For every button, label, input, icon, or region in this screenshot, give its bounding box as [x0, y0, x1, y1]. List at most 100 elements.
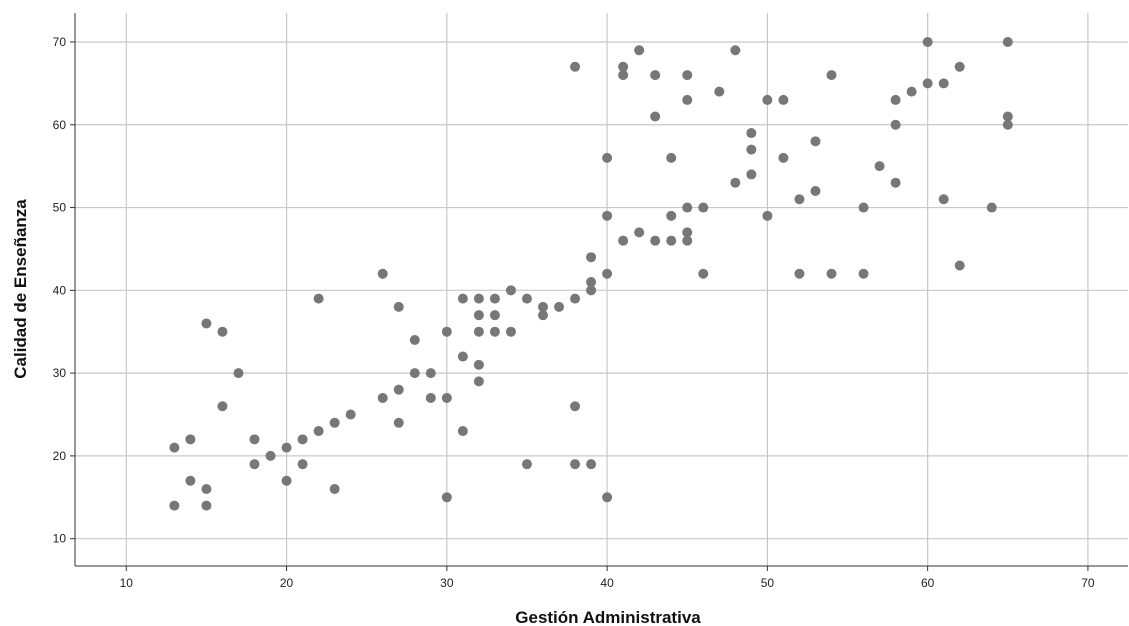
data-point-54 — [570, 401, 581, 412]
data-point-45 — [505, 285, 516, 296]
y-tick-labels: 10 20 30 40 50 60 70 — [53, 35, 67, 546]
data-point-1 — [169, 500, 180, 511]
data-point-40 — [473, 359, 484, 370]
data-point-94 — [810, 136, 821, 147]
data-point-85 — [746, 128, 757, 139]
x-tick-label-30: 30 — [440, 576, 454, 590]
data-point-50 — [538, 310, 548, 321]
y-axis-title: Calidad de Enseñanza — [11, 199, 30, 379]
data-point-55 — [570, 459, 581, 470]
data-point-35 — [457, 351, 468, 362]
data-point-111 — [986, 202, 997, 213]
data-point-37 — [473, 293, 484, 304]
data-point-104 — [906, 86, 917, 97]
data-point-39 — [473, 326, 484, 337]
data-point-63 — [602, 492, 613, 503]
data-point-90 — [778, 94, 789, 105]
data-point-83 — [730, 45, 741, 56]
data-point-74 — [666, 235, 677, 246]
data-point-61 — [602, 210, 613, 221]
data-point-4 — [201, 318, 212, 329]
data-point-46 — [505, 326, 516, 337]
data-point-34 — [457, 293, 468, 304]
data-point-23 — [377, 392, 388, 403]
data-point-60 — [602, 152, 613, 163]
data-point-32 — [441, 392, 452, 403]
data-point-114 — [1002, 119, 1013, 130]
data-point-30 — [425, 392, 436, 403]
data-point-80 — [698, 202, 709, 213]
data-point-73 — [666, 210, 677, 221]
data-point-89 — [762, 210, 773, 221]
data-point-18 — [313, 426, 324, 437]
data-point-27 — [409, 334, 420, 345]
data-point-57 — [586, 277, 597, 288]
data-point-14 — [281, 475, 292, 486]
data-point-41 — [473, 376, 484, 387]
y-tick-label-30: 30 — [53, 366, 67, 380]
data-point-20 — [329, 484, 340, 495]
data-point-102 — [890, 119, 901, 130]
data-point-9 — [233, 368, 244, 379]
data-point-43 — [489, 310, 500, 321]
data-point-95 — [810, 185, 821, 196]
data-point-16 — [297, 459, 308, 470]
data-point-62 — [602, 268, 613, 279]
data-point-66 — [618, 235, 629, 246]
x-tick-label-70: 70 — [1081, 576, 1095, 590]
data-point-59 — [586, 459, 597, 470]
data-point-78 — [682, 227, 693, 238]
x-tick-label-20: 20 — [280, 576, 294, 590]
data-point-81 — [698, 268, 709, 279]
data-point-99 — [858, 268, 869, 279]
data-point-17 — [313, 293, 324, 304]
data-point-91 — [778, 152, 789, 163]
data-point-11 — [249, 459, 260, 470]
y-tick-label-40: 40 — [53, 283, 67, 297]
data-point-38 — [473, 310, 484, 321]
data-point-79 — [682, 235, 693, 246]
y-tick-label-20: 20 — [53, 449, 67, 463]
data-points — [169, 36, 1013, 511]
x-tick-labels: 10 20 30 40 50 60 70 — [120, 576, 1095, 590]
data-point-33 — [441, 492, 452, 503]
data-point-5 — [201, 484, 212, 495]
data-point-36 — [457, 426, 468, 437]
data-point-29 — [425, 368, 436, 379]
data-point-101 — [890, 94, 901, 105]
data-point-8 — [217, 401, 228, 412]
data-point-93 — [794, 268, 805, 279]
data-point-49 — [538, 301, 548, 312]
data-point-19 — [329, 417, 340, 428]
data-point-2 — [185, 434, 196, 445]
data-point-31 — [441, 326, 452, 337]
data-point-69 — [650, 70, 661, 81]
data-point-107 — [938, 78, 949, 89]
data-point-0 — [169, 442, 180, 453]
data-point-58 — [586, 285, 597, 296]
data-point-15 — [297, 434, 308, 445]
data-point-21 — [345, 409, 356, 420]
x-tick-label-10: 10 — [120, 576, 134, 590]
data-point-13 — [281, 442, 292, 453]
plot-background — [75, 13, 1128, 566]
data-point-106 — [922, 78, 933, 89]
data-point-52 — [570, 61, 581, 72]
axes — [74, 13, 1128, 567]
data-point-10 — [249, 434, 260, 445]
data-point-53 — [570, 293, 581, 304]
data-point-98 — [858, 202, 869, 213]
gridlines — [70, 13, 1128, 571]
data-point-88 — [762, 94, 773, 105]
data-point-105 — [922, 36, 933, 47]
x-tick-label-40: 40 — [600, 576, 614, 590]
data-point-71 — [650, 235, 661, 246]
data-point-75 — [682, 70, 693, 81]
data-point-87 — [746, 169, 757, 180]
data-point-47 — [521, 293, 532, 304]
data-point-112 — [1002, 36, 1013, 47]
y-tick-label-70: 70 — [53, 35, 67, 49]
data-point-22 — [377, 268, 388, 279]
data-point-12 — [265, 450, 276, 461]
data-point-72 — [666, 152, 677, 163]
